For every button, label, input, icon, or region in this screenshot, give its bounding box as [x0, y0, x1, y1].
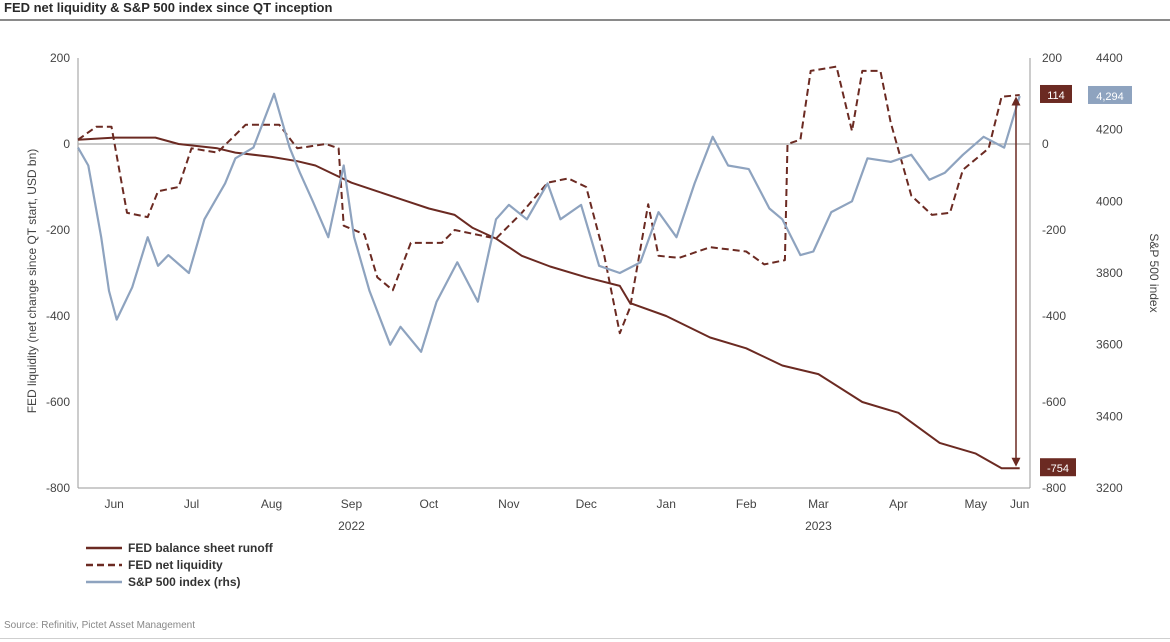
month-tick-label: Nov — [498, 497, 519, 511]
right-outer-tick-label: 3600 — [1096, 338, 1123, 352]
chart-axes: 200 0 -200 -400 -600 -800 200 0 -200 -400 -600 -800… — [25, 51, 1161, 533]
month-tick-label: Aug — [261, 497, 282, 511]
right-outer-tick-label: 3800 — [1096, 266, 1123, 280]
year-label: 2023 — [805, 519, 832, 533]
right-inner-tick-label: -800 — [1042, 481, 1066, 495]
legend-label: FED net liquidity — [128, 558, 223, 572]
series-line-net-liquidity — [77, 65, 1020, 335]
month-tick-label: Jul — [184, 497, 199, 511]
chart-legend: FED balance sheet runoff FED net liquidit… — [86, 541, 274, 589]
end-label-net-liquidity-bg — [1040, 84, 1072, 103]
month-tick-label: May — [964, 497, 987, 511]
right-inner-tick-label: -600 — [1042, 395, 1066, 409]
series-line-sp500 — [77, 92, 1021, 353]
month-tick-label: Jun — [1010, 497, 1029, 511]
title-divider — [0, 19, 1170, 21]
right-inner-tick-label: 0 — [1042, 137, 1049, 151]
month-tick-label: Oct — [420, 497, 439, 511]
end-label-net-liquidity: 114 — [1047, 90, 1065, 102]
left-tick-label: 0 — [63, 137, 70, 151]
left-tick-label: -600 — [46, 395, 70, 409]
right-inner-tick-label: -400 — [1042, 309, 1066, 323]
right-outer-tick-label: 4200 — [1096, 123, 1123, 137]
year-label: 2022 — [338, 519, 365, 533]
right-axis-title: S&P 500 index — [1147, 233, 1161, 312]
month-tick-label: Apr — [889, 497, 908, 511]
left-tick-label: -400 — [46, 309, 70, 323]
source-note: Source: Refinitiv, Pictet Asset Manageme… — [4, 620, 196, 631]
left-tick-label: 200 — [50, 51, 70, 65]
chart-title: FED net liquidity & S&P 500 index since … — [4, 0, 333, 15]
month-tick-label: Dec — [576, 497, 597, 511]
legend-label: FED balance sheet runoff — [128, 541, 274, 555]
month-tick-label: Jan — [657, 497, 676, 511]
end-label-runoff-bg — [1040, 458, 1076, 477]
right-outer-tick-label: 3200 — [1096, 481, 1123, 495]
series-line-runoff — [77, 136, 1020, 470]
end-label-sp500: 4,294 — [1096, 91, 1124, 103]
right-outer-tick-label: 3400 — [1096, 409, 1123, 423]
left-tick-label: -200 — [46, 223, 70, 237]
end-label-sp500-bg — [1088, 85, 1132, 104]
month-tick-label: Mar — [808, 497, 829, 511]
right-inner-tick-label: -200 — [1042, 223, 1066, 237]
month-tick-label: Jun — [104, 497, 123, 511]
end-label-runoff: -754 — [1047, 463, 1069, 475]
right-outer-tick-label: 4400 — [1096, 51, 1123, 65]
month-tick-label: Sep — [341, 497, 363, 511]
right-outer-tick-label: 4000 — [1096, 194, 1123, 208]
left-tick-label: -800 — [46, 481, 70, 495]
chart-series — [77, 65, 1021, 470]
legend-label: S&P 500 index (rhs) — [128, 575, 241, 589]
chart-annotations: 114 -754 4,294 — [1011, 84, 1132, 477]
left-axis-title: FED liquidity (net change since QT start… — [25, 149, 39, 414]
right-inner-tick-label: 200 — [1042, 51, 1062, 65]
month-tick-label: Feb — [736, 497, 757, 511]
bottom-divider — [0, 638, 1170, 639]
